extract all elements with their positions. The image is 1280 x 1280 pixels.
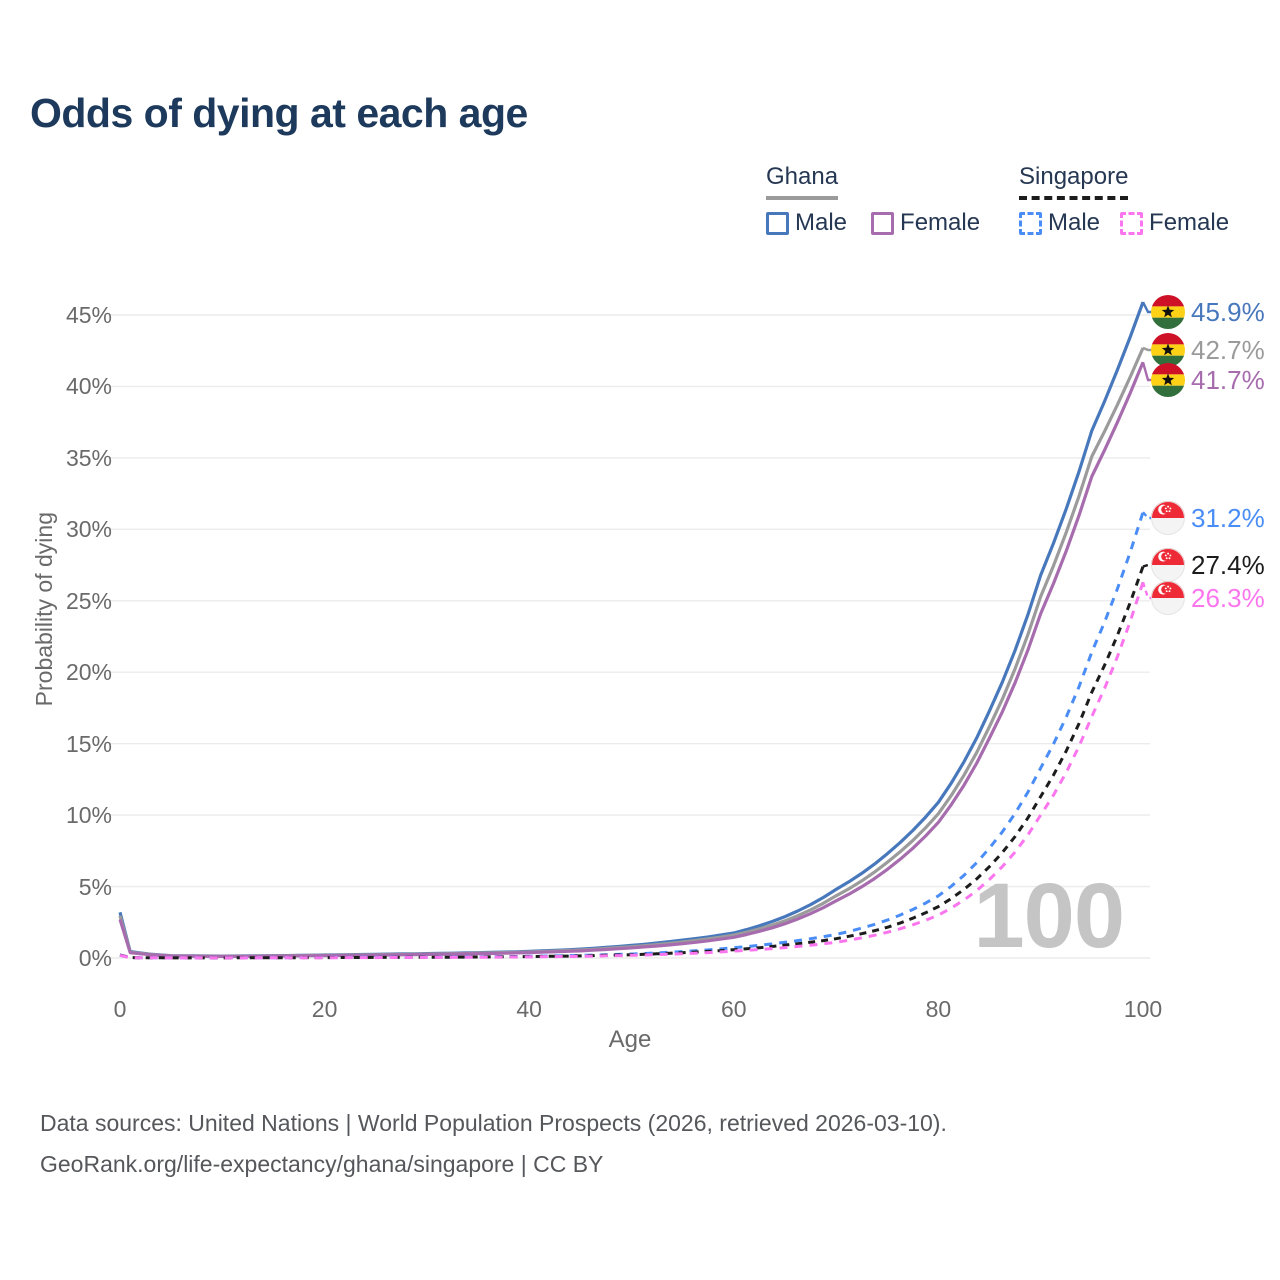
end-label-connector bbox=[1142, 511, 1152, 520]
legend-group-ghana: Ghana Male Female bbox=[766, 163, 1004, 237]
legend-item-label: Male bbox=[795, 209, 848, 236]
legend-item-label: Male bbox=[1048, 209, 1101, 236]
end-label-ghana-female: 41.7% bbox=[1151, 362, 1265, 398]
y-tick-label: 30% bbox=[65, 516, 112, 543]
page-title: Odds of dying at each age bbox=[30, 90, 528, 136]
legend-singapore-items: Male Female bbox=[1019, 209, 1249, 237]
y-tick-label: 15% bbox=[65, 730, 112, 757]
end-label-connector bbox=[1142, 346, 1152, 352]
y-tick-label: 20% bbox=[65, 659, 112, 686]
legend-item-ghana-male[interactable]: Male bbox=[766, 209, 847, 237]
x-tick-label: 80 bbox=[925, 996, 952, 1022]
legend-item-label: Female bbox=[900, 209, 981, 236]
legend-item-singapore-female[interactable]: Female bbox=[1120, 209, 1229, 237]
x-tick-label: 40 bbox=[516, 996, 542, 1022]
end-label-value: 42.7% bbox=[1191, 334, 1265, 365]
singapore-female-line-swatch bbox=[1120, 211, 1144, 235]
line-ghana-male bbox=[118, 301, 1145, 958]
end-label-value: 45.9% bbox=[1191, 296, 1265, 327]
end-label-ghana-both-sexes: 42.7% bbox=[1151, 332, 1265, 368]
y-tick-label: 10% bbox=[65, 802, 112, 829]
singapore-flag-icon bbox=[1151, 581, 1185, 615]
x-tick-label: 100 bbox=[1123, 996, 1163, 1022]
legend-item-singapore-male[interactable]: Male bbox=[1019, 209, 1100, 237]
ghana-flag-icon bbox=[1151, 295, 1185, 329]
legend-item-ghana-female[interactable]: Female bbox=[871, 209, 980, 237]
ghana-male-line-swatch bbox=[766, 211, 789, 235]
y-tick-label: 0% bbox=[78, 945, 112, 971]
age-100-watermark: 100 bbox=[974, 865, 1125, 967]
y-tick-label: 25% bbox=[65, 587, 112, 614]
end-label-connector bbox=[1141, 361, 1152, 382]
end-label-value: 27.4% bbox=[1191, 549, 1265, 580]
footer-attribution: GeoRank.org/life-expectancy/ghana/singap… bbox=[40, 1151, 604, 1177]
end-label-singapore-male: 31.2% bbox=[1151, 500, 1265, 536]
end-label-connector bbox=[1141, 301, 1152, 314]
legend-ghana-items: Male Female bbox=[766, 209, 1004, 237]
y-tick-label: 45% bbox=[65, 302, 112, 328]
x-tick-label: 20 bbox=[311, 996, 338, 1022]
ghana-flag-icon bbox=[1151, 333, 1185, 367]
line-ghana-female bbox=[118, 361, 1145, 958]
end-label-ghana-male: 45.9% bbox=[1151, 294, 1265, 330]
legend-ghana-header: Ghana bbox=[766, 163, 839, 200]
line-singapore-both-sexes bbox=[119, 565, 1145, 960]
y-tick-label: 35% bbox=[65, 444, 112, 471]
end-label-value: 31.2% bbox=[1191, 502, 1265, 533]
end-label-value: 41.7% bbox=[1191, 364, 1265, 395]
x-axis-title: Age bbox=[608, 1026, 652, 1053]
y-tick-label: 40% bbox=[65, 373, 112, 400]
end-label-connector bbox=[1141, 581, 1152, 600]
ghana-female-line-swatch bbox=[871, 211, 895, 235]
x-tick-label: 60 bbox=[721, 996, 747, 1022]
end-label-value: 26.3% bbox=[1191, 582, 1265, 613]
x-tick-label: 0 bbox=[113, 996, 127, 1022]
ghana-flag-icon bbox=[1151, 363, 1185, 397]
singapore-flag-icon bbox=[1151, 548, 1185, 582]
end-label-connector bbox=[1142, 563, 1152, 568]
legend-singapore-header: Singapore bbox=[1019, 163, 1129, 200]
singapore-flag-icon bbox=[1151, 501, 1185, 535]
legend-item-label: Female bbox=[1149, 209, 1230, 236]
legend-group-singapore: Singapore Male Female bbox=[1019, 163, 1249, 237]
y-tick-label: 5% bbox=[78, 873, 112, 900]
end-label-singapore-both-sexes: 27.4% bbox=[1151, 547, 1265, 583]
footer-data-sources: Data sources: United Nations | World Pop… bbox=[40, 1110, 947, 1136]
singapore-male-line-swatch bbox=[1019, 211, 1042, 235]
footer: Data sources: United Nations | World Pop… bbox=[40, 1103, 947, 1185]
line-singapore-female bbox=[119, 581, 1145, 960]
end-label-singapore-female: 26.3% bbox=[1151, 580, 1265, 616]
